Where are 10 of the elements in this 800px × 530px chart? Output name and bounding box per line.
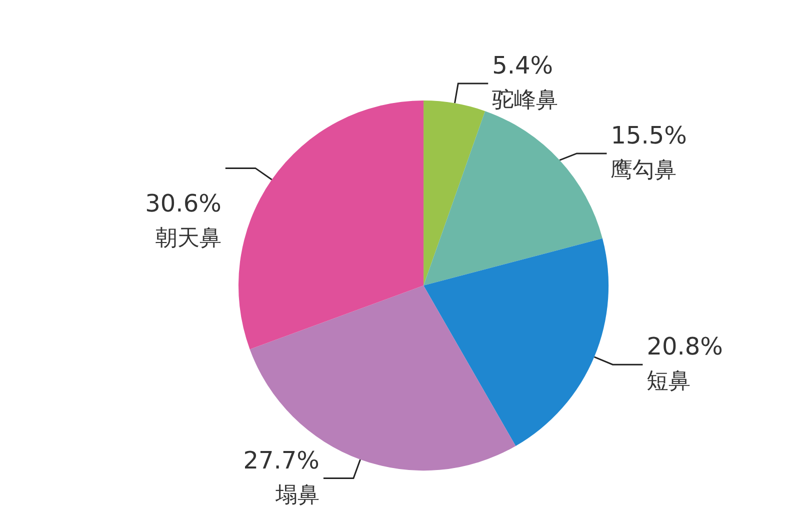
slice-label: 短鼻 <box>646 369 691 394</box>
slice-label: 朝天鼻 <box>155 226 222 251</box>
data-label: 15.5% <box>610 121 687 150</box>
slice-label: 驼峰鼻 <box>492 88 558 113</box>
data-label: 30.6% <box>145 189 222 218</box>
data-label: 5.4% <box>492 51 554 80</box>
data-label: 27.7% <box>243 446 320 474</box>
data-label: 20.8% <box>646 332 723 361</box>
slice-label: 鹰勾鼻 <box>610 158 677 183</box>
slice-label: 塌鼻 <box>274 482 320 508</box>
